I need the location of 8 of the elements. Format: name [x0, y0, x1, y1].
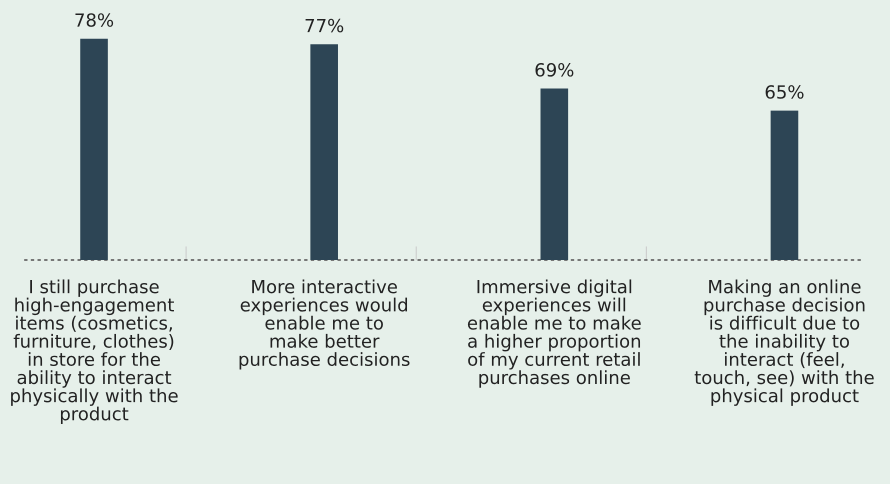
data-label: 78% — [75, 13, 114, 27]
x-tick-label: I still purchase high-engagement items (cosmetics, furniture, clothes) in store for the ability to interact physically with the product — [11, 279, 178, 424]
x-tick-label: Immersive digital experiences will enable me to make a higher proportion of my current retail purchases online — [468, 279, 641, 388]
x-tick-label: More interactive experiences would enable me to make better purchase decisions — [240, 279, 410, 370]
x-tick-label: Making an online purchase decision is difficult due to the inability to interact (feel, touch, see) with the physical product — [694, 279, 874, 406]
data-label: 65% — [766, 85, 804, 99]
data-label: 77% — [306, 18, 344, 32]
data-label: 69% — [536, 63, 574, 77]
